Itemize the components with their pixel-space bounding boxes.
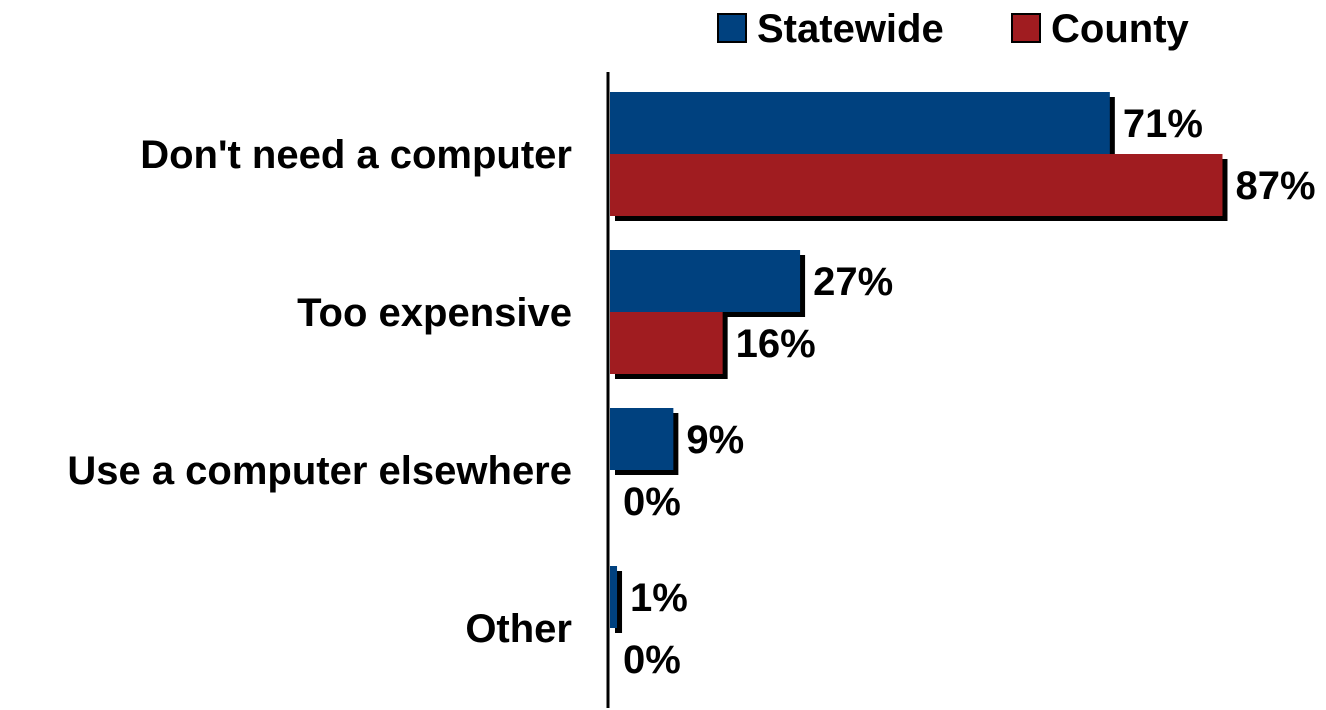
bar-statewide-use-a-computer-elsewhere [610,408,674,470]
category-label-too-expensive: Too expensive [297,291,572,335]
bar-statewide-don-t-need-a-computer [610,92,1110,154]
value-label-county-don-t-need-a-computer: 87% [1235,164,1315,208]
category-labels: Don't need a computer Too expensive Use a … [67,133,572,651]
bar-shadow-statewide-other [615,571,623,633]
value-label-county-use-a-computer-elsewhere: 0% [623,480,681,524]
value-label-county-other: 0% [623,638,681,682]
value-label-statewide-don-t-need-a-computer: 71% [1123,102,1203,146]
value-labels: 71%87%27%16%9%0%1%0% [623,102,1316,682]
bar-county-don-t-need-a-computer [610,154,1223,216]
category-label-use-a-computer-elsewhere: Use a computer elsewhere [67,449,572,493]
legend-label-county: County [1051,7,1190,51]
value-label-statewide-use-a-computer-elsewhere: 9% [686,418,744,462]
legend: Statewide County [717,7,1190,51]
legend-swatch-statewide [717,13,747,43]
bar-statewide-too-expensive [610,250,801,312]
category-label-other: Other [465,607,572,651]
legend-swatch-county [1011,13,1041,43]
value-label-county-too-expensive: 16% [736,322,816,366]
legend-label-statewide: Statewide [757,7,944,51]
bar-county-too-expensive [610,312,723,374]
value-label-statewide-too-expensive: 27% [813,260,893,304]
bar-statewide-other [610,566,618,628]
category-label-don-t-need-a-computer: Don't need a computer [140,133,572,177]
value-label-statewide-other: 1% [630,576,688,620]
bars [610,92,1228,633]
